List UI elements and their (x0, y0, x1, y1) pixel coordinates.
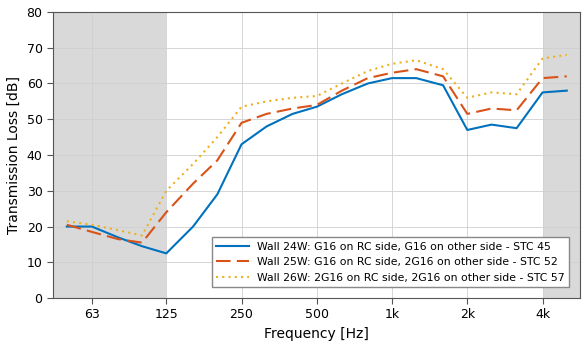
Wall 24W: G16 on RC side, G16 on other side - STC 45: (200, 29): G16 on RC side, G16 on other side - STC … (214, 192, 221, 196)
Wall 26W: 2G16 on RC side, 2G16 on other side - STC 57: (315, 55): 2G16 on RC side, 2G16 on other side - ST… (263, 99, 270, 103)
Wall 25W: G16 on RC side, 2G16 on other side - STC 52: (200, 38.5): G16 on RC side, 2G16 on other side - STC… (214, 158, 221, 163)
Wall 24W: G16 on RC side, G16 on other side - STC 45: (80, 17): G16 on RC side, G16 on other side - STC … (114, 235, 122, 239)
Wall 25W: G16 on RC side, 2G16 on other side - STC 52: (125, 24): G16 on RC side, 2G16 on other side - STC… (163, 210, 170, 214)
Legend: Wall 24W: G16 on RC side, G16 on other side - STC 45, Wall 25W: G16 on RC side, : Wall 24W: G16 on RC side, G16 on other s… (212, 237, 569, 287)
Wall 24W: G16 on RC side, G16 on other side - STC 45: (125, 12.5): G16 on RC side, G16 on other side - STC … (163, 251, 170, 255)
Wall 24W: G16 on RC side, G16 on other side - STC 45: (5e+03, 58): G16 on RC side, G16 on other side - STC … (564, 88, 571, 93)
Wall 24W: G16 on RC side, G16 on other side - STC 45: (315, 48): G16 on RC side, G16 on other side - STC … (263, 124, 270, 128)
Wall 24W: G16 on RC side, G16 on other side - STC 45: (63, 20): G16 on RC side, G16 on other side - STC … (89, 224, 96, 229)
Wall 24W: G16 on RC side, G16 on other side - STC 45: (2.5e+03, 48.5): G16 on RC side, G16 on other side - STC … (488, 122, 495, 127)
Wall 24W: G16 on RC side, G16 on other side - STC 45: (3.15e+03, 47.5): G16 on RC side, G16 on other side - STC … (513, 126, 520, 130)
Wall 26W: 2G16 on RC side, 2G16 on other side - STC 57: (1.25e+03, 66.5): 2G16 on RC side, 2G16 on other side - ST… (413, 58, 420, 62)
Wall 26W: 2G16 on RC side, 2G16 on other side - STC 57: (630, 60): 2G16 on RC side, 2G16 on other side - ST… (338, 81, 345, 86)
Wall 26W: 2G16 on RC side, 2G16 on other side - STC 57: (5e+03, 68): 2G16 on RC side, 2G16 on other side - ST… (564, 53, 571, 57)
Wall 24W: G16 on RC side, G16 on other side - STC 45: (250, 43): G16 on RC side, G16 on other side - STC … (238, 142, 245, 147)
Wall 24W: G16 on RC side, G16 on other side - STC 45: (100, 14.5): G16 on RC side, G16 on other side - STC … (139, 244, 146, 248)
Wall 24W: G16 on RC side, G16 on other side - STC 45: (1.6e+03, 59.5): G16 on RC side, G16 on other side - STC … (440, 83, 447, 87)
Wall 26W: 2G16 on RC side, 2G16 on other side - STC 57: (800, 63.5): 2G16 on RC side, 2G16 on other side - ST… (365, 69, 372, 73)
Wall 25W: G16 on RC side, 2G16 on other side - STC 52: (2e+03, 51.5): G16 on RC side, 2G16 on other side - STC… (464, 112, 471, 116)
Wall 25W: G16 on RC side, 2G16 on other side - STC 52: (5e+03, 62): G16 on RC side, 2G16 on other side - STC… (564, 74, 571, 78)
Wall 26W: 2G16 on RC side, 2G16 on other side - STC 57: (2e+03, 56): 2G16 on RC side, 2G16 on other side - ST… (464, 96, 471, 100)
Wall 24W: G16 on RC side, G16 on other side - STC 45: (50, 20): G16 on RC side, G16 on other side - STC … (63, 224, 70, 229)
Wall 25W: G16 on RC side, 2G16 on other side - STC 52: (80, 16.5): G16 on RC side, 2G16 on other side - STC… (114, 237, 122, 241)
Wall 26W: 2G16 on RC side, 2G16 on other side - STC 57: (200, 45): 2G16 on RC side, 2G16 on other side - ST… (214, 135, 221, 139)
Wall 26W: 2G16 on RC side, 2G16 on other side - STC 57: (50, 21.5): 2G16 on RC side, 2G16 on other side - ST… (63, 219, 70, 223)
Bar (542, 12, 580, 298)
Wall 24W: G16 on RC side, G16 on other side - STC 45: (800, 60): G16 on RC side, G16 on other side - STC … (365, 81, 372, 86)
Wall 24W: G16 on RC side, G16 on other side - STC 45: (1.25e+03, 61.5): G16 on RC side, G16 on other side - STC … (413, 76, 420, 80)
Wall 25W: G16 on RC side, 2G16 on other side - STC 52: (4e+03, 61.5): G16 on RC side, 2G16 on other side - STC… (539, 76, 546, 80)
Wall 25W: G16 on RC side, 2G16 on other side - STC 52: (500, 54): G16 on RC side, 2G16 on other side - STC… (313, 103, 321, 107)
Wall 24W: G16 on RC side, G16 on other side - STC 45: (4e+03, 57.5): G16 on RC side, G16 on other side - STC … (539, 90, 546, 95)
Line: Wall 26W: 2G16 on RC side, 2G16 on other side - STC 57: Wall 26W: 2G16 on RC side, 2G16 on other… (67, 55, 567, 236)
Wall 25W: G16 on RC side, 2G16 on other side - STC 52: (400, 53): G16 on RC side, 2G16 on other side - STC… (289, 106, 296, 111)
Wall 25W: G16 on RC side, 2G16 on other side - STC 52: (315, 51.5): G16 on RC side, 2G16 on other side - STC… (263, 112, 270, 116)
Line: Wall 25W: G16 on RC side, 2G16 on other side - STC 52: Wall 25W: G16 on RC side, 2G16 on other … (67, 69, 567, 243)
Wall 25W: G16 on RC side, 2G16 on other side - STC 52: (1e+03, 63): G16 on RC side, 2G16 on other side - STC… (389, 71, 396, 75)
Line: Wall 24W: G16 on RC side, G16 on other side - STC 45: Wall 24W: G16 on RC side, G16 on other s… (67, 78, 567, 253)
Wall 26W: 2G16 on RC side, 2G16 on other side - STC 57: (1e+03, 65.5): 2G16 on RC side, 2G16 on other side - ST… (389, 62, 396, 66)
Wall 26W: 2G16 on RC side, 2G16 on other side - STC 57: (80, 19): 2G16 on RC side, 2G16 on other side - ST… (114, 228, 122, 232)
Wall 25W: G16 on RC side, 2G16 on other side - STC 52: (63, 18.5): G16 on RC side, 2G16 on other side - STC… (89, 230, 96, 234)
Wall 26W: 2G16 on RC side, 2G16 on other side - STC 57: (63, 20.5): 2G16 on RC side, 2G16 on other side - ST… (89, 223, 96, 227)
Wall 24W: G16 on RC side, G16 on other side - STC 45: (160, 20): G16 on RC side, G16 on other side - STC … (190, 224, 197, 229)
Wall 24W: G16 on RC side, G16 on other side - STC 45: (1e+03, 61.5): G16 on RC side, G16 on other side - STC … (389, 76, 396, 80)
Wall 26W: 2G16 on RC side, 2G16 on other side - STC 57: (100, 17.5): 2G16 on RC side, 2G16 on other side - ST… (139, 234, 146, 238)
Wall 25W: G16 on RC side, 2G16 on other side - STC 52: (1.6e+03, 62): G16 on RC side, 2G16 on other side - STC… (440, 74, 447, 78)
Wall 25W: G16 on RC side, 2G16 on other side - STC 52: (250, 49): G16 on RC side, 2G16 on other side - STC… (238, 121, 245, 125)
Wall 24W: G16 on RC side, G16 on other side - STC 45: (2e+03, 47): G16 on RC side, G16 on other side - STC … (464, 128, 471, 132)
Wall 26W: 2G16 on RC side, 2G16 on other side - STC 57: (400, 56): 2G16 on RC side, 2G16 on other side - ST… (289, 96, 296, 100)
Wall 25W: G16 on RC side, 2G16 on other side - STC 52: (2.5e+03, 53): G16 on RC side, 2G16 on other side - STC… (488, 106, 495, 111)
Wall 25W: G16 on RC side, 2G16 on other side - STC 52: (50, 20.5): G16 on RC side, 2G16 on other side - STC… (63, 223, 70, 227)
Wall 24W: G16 on RC side, G16 on other side - STC 45: (500, 53.5): G16 on RC side, G16 on other side - STC … (313, 105, 321, 109)
Wall 24W: G16 on RC side, G16 on other side - STC 45: (400, 51.5): G16 on RC side, G16 on other side - STC … (289, 112, 296, 116)
Bar (53, 12, 166, 298)
Wall 25W: G16 on RC side, 2G16 on other side - STC 52: (100, 15.5): G16 on RC side, 2G16 on other side - STC… (139, 240, 146, 245)
Y-axis label: Transmission Loss [dB]: Transmission Loss [dB] (7, 76, 21, 234)
Wall 25W: G16 on RC side, 2G16 on other side - STC 52: (800, 61.5): G16 on RC side, 2G16 on other side - STC… (365, 76, 372, 80)
Wall 26W: 2G16 on RC side, 2G16 on other side - STC 57: (250, 53.5): 2G16 on RC side, 2G16 on other side - ST… (238, 105, 245, 109)
Wall 26W: 2G16 on RC side, 2G16 on other side - STC 57: (3.15e+03, 57): 2G16 on RC side, 2G16 on other side - ST… (513, 92, 520, 96)
Wall 26W: 2G16 on RC side, 2G16 on other side - STC 57: (1.6e+03, 64): 2G16 on RC side, 2G16 on other side - ST… (440, 67, 447, 71)
Wall 26W: 2G16 on RC side, 2G16 on other side - STC 57: (125, 30): 2G16 on RC side, 2G16 on other side - ST… (163, 189, 170, 193)
Wall 26W: 2G16 on RC side, 2G16 on other side - STC 57: (2.5e+03, 57.5): 2G16 on RC side, 2G16 on other side - ST… (488, 90, 495, 95)
Wall 26W: 2G16 on RC side, 2G16 on other side - STC 57: (160, 37.5): 2G16 on RC side, 2G16 on other side - ST… (190, 162, 197, 166)
Wall 24W: G16 on RC side, G16 on other side - STC 45: (630, 57): G16 on RC side, G16 on other side - STC … (338, 92, 345, 96)
Wall 25W: G16 on RC side, 2G16 on other side - STC 52: (160, 32): G16 on RC side, 2G16 on other side - STC… (190, 182, 197, 186)
Wall 25W: G16 on RC side, 2G16 on other side - STC 52: (630, 58): G16 on RC side, 2G16 on other side - STC… (338, 88, 345, 93)
Wall 25W: G16 on RC side, 2G16 on other side - STC 52: (3.15e+03, 52.5): G16 on RC side, 2G16 on other side - STC… (513, 108, 520, 112)
Wall 26W: 2G16 on RC side, 2G16 on other side - STC 57: (4e+03, 67): 2G16 on RC side, 2G16 on other side - ST… (539, 56, 546, 61)
Wall 25W: G16 on RC side, 2G16 on other side - STC 52: (1.25e+03, 64): G16 on RC side, 2G16 on other side - STC… (413, 67, 420, 71)
Wall 26W: 2G16 on RC side, 2G16 on other side - STC 57: (500, 56.5): 2G16 on RC side, 2G16 on other side - ST… (313, 94, 321, 98)
X-axis label: Frequency [Hz]: Frequency [Hz] (264, 327, 369, 341)
